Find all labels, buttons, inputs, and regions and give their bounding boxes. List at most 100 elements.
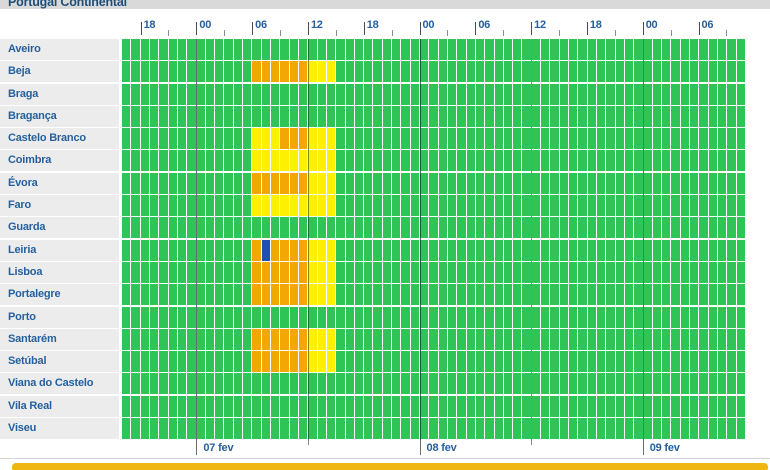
district-label: Leiria (0, 239, 119, 261)
warning-cell-green (615, 395, 624, 417)
warning-cell-orange (252, 284, 261, 306)
warning-cell-green (252, 373, 261, 395)
warning-cell-green (354, 328, 364, 350)
warning-cell-green (475, 418, 485, 440)
warning-cell-green (131, 395, 140, 417)
warning-cell-green (224, 328, 233, 350)
warning-cell-green (485, 150, 494, 172)
warning-cell-green (122, 395, 131, 417)
warning-cell-green (522, 105, 531, 127)
warning-cell-green (354, 306, 364, 328)
warning-cell-green (215, 105, 224, 127)
warning-cell-green (420, 217, 429, 239)
warning-cell-green (457, 83, 466, 105)
warning-cell-green (364, 128, 373, 150)
warning-cell-green (736, 373, 745, 395)
warning-cell-green (447, 83, 457, 105)
warning-cell-green (420, 351, 429, 373)
warning-cell-green (671, 373, 680, 395)
warning-cell-green (634, 128, 643, 150)
warning-cell-yellow (261, 150, 270, 172)
warning-cell-green (615, 150, 624, 172)
warning-cell-green (606, 239, 615, 261)
warning-cell-green (475, 284, 485, 306)
warning-cell-green (606, 83, 615, 105)
warning-cell-green (168, 83, 177, 105)
warning-cell-green (410, 39, 419, 60)
warning-cell-green (140, 373, 149, 395)
warning-cell-green (345, 83, 354, 105)
warning-cell-green (531, 128, 541, 150)
warning-cell-green (159, 395, 168, 417)
warning-cell-green (531, 328, 541, 350)
warning-cell-green (438, 105, 447, 127)
hour-cells (122, 128, 745, 150)
warning-cell-yellow (252, 150, 261, 172)
warning-cell-green (131, 217, 140, 239)
hour-label: 12 (534, 19, 546, 31)
warning-cell-green (177, 217, 187, 239)
warning-cell-green (168, 418, 177, 440)
warning-cell-yellow (326, 239, 336, 261)
warning-cell-green (634, 395, 643, 417)
warning-cell-green (662, 351, 671, 373)
warning-cell-green (243, 328, 252, 350)
warning-cell-green (364, 418, 373, 440)
warning-cell-green (550, 328, 559, 350)
warning-cell-green (438, 39, 447, 60)
warning-cell-green (680, 39, 690, 60)
warning-cell-green (382, 217, 392, 239)
warning-cell-green (522, 328, 531, 350)
warning-cell-green (596, 172, 606, 194)
warning-cell-green (615, 261, 624, 283)
time-axis: 18 00 06 12 18 00 06 12 18 00 06 (122, 19, 745, 39)
warning-cell-green (624, 373, 634, 395)
warning-cell-green (485, 239, 494, 261)
warning-cell-green (159, 83, 168, 105)
warning-cell-green (475, 128, 485, 150)
warning-cell-green (205, 172, 215, 194)
warning-cell-green (727, 128, 736, 150)
warning-cell-green (475, 395, 485, 417)
warning-cell-green (652, 373, 662, 395)
warning-cell-green (243, 217, 252, 239)
warning-cell-green (215, 150, 224, 172)
warning-cell-green (289, 39, 298, 60)
warning-cell-green (187, 351, 196, 373)
warning-cell-yellow (308, 239, 317, 261)
warning-cell-green (438, 284, 447, 306)
warning-cell-green (718, 418, 727, 440)
warning-cell-green (606, 39, 615, 60)
warning-cell-green (271, 418, 280, 440)
warning-cell-green (140, 150, 149, 172)
warning-cell-green (624, 306, 634, 328)
warning-cell-green (122, 239, 131, 261)
warning-cell-green (466, 105, 475, 127)
warning-cell-green (336, 195, 345, 217)
warning-cell-green (271, 217, 280, 239)
warning-cell-green (159, 418, 168, 440)
warning-cell-green (569, 128, 578, 150)
warning-cell-green (485, 128, 494, 150)
warning-cell-green (643, 351, 652, 373)
warning-cell-green (643, 105, 652, 127)
warning-cell-green (494, 105, 503, 127)
warning-cell-green (122, 351, 131, 373)
warning-cell-green (624, 328, 634, 350)
major-tick (586, 22, 588, 35)
warning-cell-green (485, 328, 494, 350)
warning-cell-orange (298, 284, 308, 306)
warning-cell-green (457, 128, 466, 150)
warning-cell-green (624, 217, 634, 239)
warning-cell-green (149, 61, 159, 83)
warning-cell-green (662, 195, 671, 217)
major-tick (363, 22, 365, 35)
warning-cell-green (457, 351, 466, 373)
warning-cell-green (392, 150, 401, 172)
warning-cell-orange (252, 351, 261, 373)
warning-cell-green (149, 217, 159, 239)
minor-tick (280, 30, 282, 36)
warning-cell-green (485, 217, 494, 239)
warning-cell-green (550, 39, 559, 60)
warning-cell-green (596, 306, 606, 328)
